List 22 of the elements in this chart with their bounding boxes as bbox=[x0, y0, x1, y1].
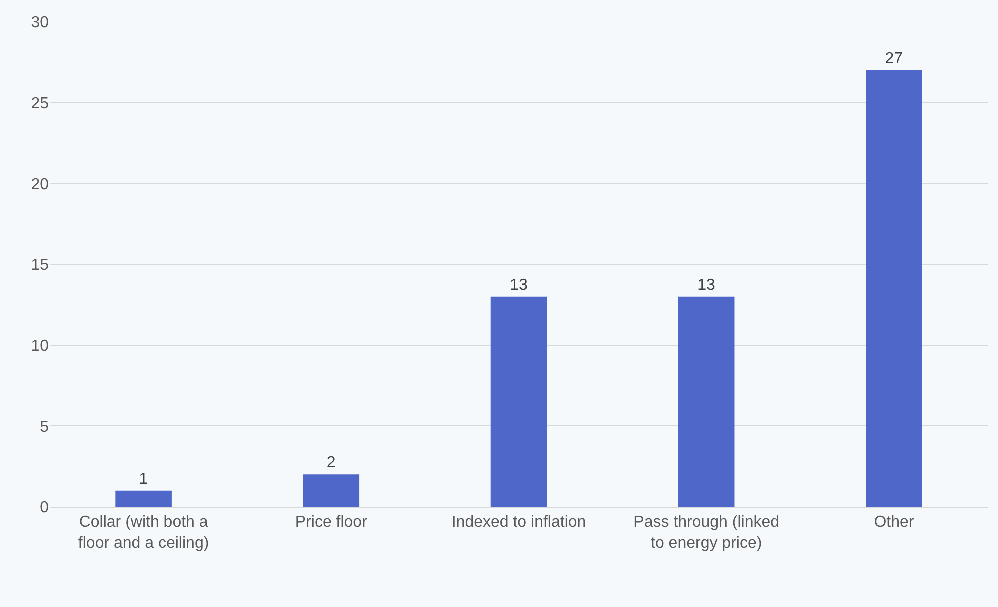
y-tick-label: 5 bbox=[40, 418, 50, 436]
y-tick-label: 15 bbox=[31, 257, 50, 274]
data-label: 27 bbox=[885, 50, 904, 68]
y-tick-label: 30 bbox=[31, 14, 50, 32]
x-tick-label: Price floor bbox=[295, 514, 368, 532]
bar bbox=[678, 296, 735, 507]
bar bbox=[116, 490, 172, 507]
y-tick-label: 25 bbox=[31, 95, 50, 112]
x-tick-label: Indexed to inflation bbox=[452, 514, 586, 532]
y-tick-label: 0 bbox=[40, 500, 50, 517]
data-label: 13 bbox=[510, 276, 528, 294]
x-tick-label: Collar (with both a floor and a ceiling) bbox=[78, 514, 210, 552]
data-label: 2 bbox=[326, 454, 336, 472]
bar bbox=[490, 296, 548, 507]
data-label: 1 bbox=[139, 470, 148, 488]
bar bbox=[866, 70, 922, 507]
bar bbox=[303, 474, 360, 507]
y-tick-label: 20 bbox=[31, 176, 50, 194]
data-label: 13 bbox=[698, 276, 716, 294]
x-tick-label: Pass through (linked to energy price) bbox=[634, 514, 780, 552]
x-tick-label: Other bbox=[874, 514, 915, 532]
y-tick-label: 10 bbox=[31, 338, 50, 355]
